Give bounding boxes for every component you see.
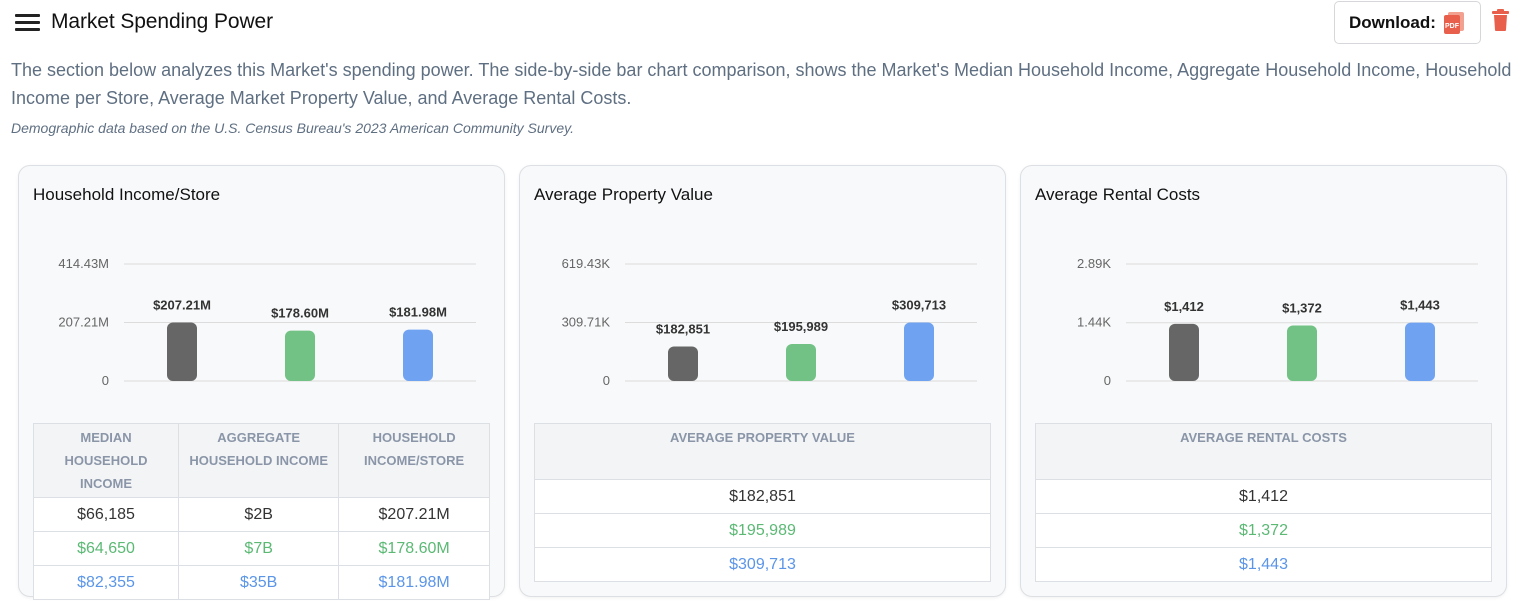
y-tick-label: 0 <box>102 373 109 388</box>
y-tick-label: 0 <box>603 373 610 388</box>
column-header: HOUSEHOLD INCOME/STORE <box>338 423 490 498</box>
table-row: $1,412 <box>1035 479 1492 514</box>
data-table: AVERAGE RENTAL COSTS $1,412 $1,372 $1,44… <box>1035 423 1492 582</box>
bar-value-label: $309,713 <box>892 298 946 313</box>
intro-line-1: The section below analyzes this Market's… <box>11 60 1512 80</box>
trash-icon[interactable] <box>1492 9 1509 31</box>
table-row: $195,989 <box>534 513 991 548</box>
bar-value-label: $181.98M <box>389 305 447 320</box>
card-average-property-value: Average Property Value 0 309.71K 619.43K $1… <box>519 165 1006 597</box>
bar-chart: 0 1.44K 2.89K $1,412 $1,372 $1,443 <box>1077 256 1478 388</box>
table-row: $309,713 <box>534 547 991 582</box>
y-tick-label: 1.44K <box>1077 315 1111 330</box>
pdf-file-icon: PDF <box>1444 12 1464 34</box>
table-cell: $195,989 <box>534 513 991 548</box>
table-row: $182,851 <box>534 479 991 514</box>
pdf-badge-text: PDF <box>1445 23 1460 30</box>
source-note: Demographic data based on the U.S. Censu… <box>11 120 574 136</box>
table-cell: $207.21M <box>338 497 490 532</box>
page-header: Market Spending Power Download: PDF <box>14 1 1517 44</box>
bar-value-label: $1,372 <box>1282 300 1322 315</box>
table-cell: $1,412 <box>1035 479 1492 514</box>
page-title: Market Spending Power <box>51 10 274 33</box>
card-title: Average Property Value <box>534 185 713 204</box>
table-cell: $35B <box>178 565 340 600</box>
hamburger-menu-icon[interactable] <box>15 14 40 32</box>
bar <box>1287 325 1317 381</box>
y-tick-label: 2.89K <box>1077 256 1111 271</box>
bar-value-label: $195,989 <box>774 319 828 334</box>
intro-line-2: Income per Store, Average Market Propert… <box>11 88 632 108</box>
table-row: $82,355 $35B $181.98M <box>32 565 490 600</box>
table-header-row: MEDIAN HOUSEHOLD INCOME AGGREGATE HOUSEH… <box>32 423 490 498</box>
table-cell: $309,713 <box>534 547 991 582</box>
bar-value-label: $178.60M <box>271 306 329 321</box>
card-title: Household Income/Store <box>33 185 221 204</box>
card-household-income-store: Household Income/Store 0 207.21M 414.43M $2… <box>18 165 505 600</box>
y-tick-label: 414.43M <box>58 256 109 271</box>
y-tick-label: 309.71K <box>562 315 611 330</box>
y-tick-label: 0 <box>1104 373 1111 388</box>
table-header-row: AVERAGE PROPERTY VALUE <box>534 423 991 480</box>
data-table: MEDIAN HOUSEHOLD INCOME AGGREGATE HOUSEH… <box>32 423 490 600</box>
card-average-rental-costs: Average Rental Costs 0 1.44K 2.89K $1,412 $1… <box>1020 165 1507 597</box>
bar <box>403 329 433 381</box>
bar <box>1169 323 1199 381</box>
table-cell: $182,851 <box>534 479 991 514</box>
table-row: $1,372 <box>1035 513 1492 548</box>
table-cell: $64,650 <box>32 531 180 566</box>
table-row: $66,185 $2B $207.21M <box>32 497 490 532</box>
bar-value-label: $207.21M <box>153 298 211 313</box>
y-tick-label: 207.21M <box>58 315 109 330</box>
bar <box>167 322 197 381</box>
download-label: Download: <box>1349 12 1436 32</box>
table-cell: $82,355 <box>32 565 180 600</box>
bar-value-label: $182,851 <box>656 321 710 336</box>
bar-chart: 0 207.21M 414.43M $207.21M $178.60M $181.98M <box>58 256 476 388</box>
bar <box>285 330 315 381</box>
column-header: AGGREGATE HOUSEHOLD INCOME <box>178 423 340 498</box>
bar-value-label: $1,443 <box>1400 298 1440 313</box>
table-cell: $181.98M <box>338 565 490 600</box>
bar <box>668 346 698 381</box>
table-cell: $2B <box>178 497 340 532</box>
table-cell: $1,372 <box>1035 513 1492 548</box>
intro-text: The section below analyzes this Market's… <box>11 56 1517 112</box>
table-row: $1,443 <box>1035 547 1492 582</box>
card-title: Average Rental Costs <box>1035 185 1201 204</box>
column-header: AVERAGE RENTAL COSTS <box>1035 423 1492 480</box>
table-row: $64,650 $7B $178.60M <box>32 531 490 566</box>
bar-chart: 0 309.71K 619.43K $182,851 $195,989 $309,713 <box>562 256 977 388</box>
table-cell: $1,443 <box>1035 547 1492 582</box>
bar-value-label: $1,412 <box>1164 299 1204 314</box>
y-tick-label: 619.43K <box>562 256 611 271</box>
bar <box>1405 322 1435 381</box>
table-header-row: AVERAGE RENTAL COSTS <box>1035 423 1492 480</box>
bar <box>904 322 934 381</box>
table-cell: $66,185 <box>32 497 180 532</box>
column-header: AVERAGE PROPERTY VALUE <box>534 423 991 480</box>
bar <box>786 343 816 381</box>
table-cell: $7B <box>178 531 340 566</box>
data-table: AVERAGE PROPERTY VALUE $182,851 $195,989… <box>534 423 991 582</box>
column-header: MEDIAN HOUSEHOLD INCOME <box>32 423 180 498</box>
table-cell: $178.60M <box>338 531 490 566</box>
download-pdf-button[interactable]: Download: PDF <box>1334 1 1481 44</box>
